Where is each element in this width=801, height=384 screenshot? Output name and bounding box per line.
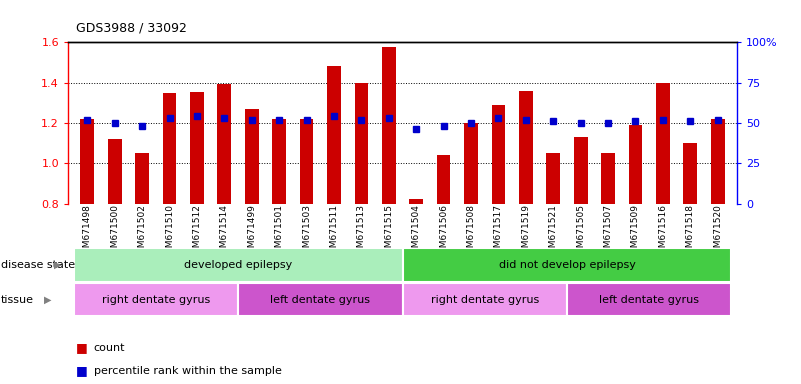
Bar xyxy=(355,83,368,204)
Text: ■: ■ xyxy=(76,341,88,354)
Bar xyxy=(710,119,725,204)
Text: ▶: ▶ xyxy=(54,260,62,270)
Text: did not develop epilepsy: did not develop epilepsy xyxy=(498,260,635,270)
Text: GSM671504: GSM671504 xyxy=(412,204,421,259)
Text: ▶: ▶ xyxy=(44,295,51,305)
Bar xyxy=(574,137,587,204)
Text: GSM671518: GSM671518 xyxy=(686,204,694,260)
Bar xyxy=(272,119,286,204)
Bar xyxy=(74,283,238,316)
Text: GDS3988 / 33092: GDS3988 / 33092 xyxy=(76,22,187,35)
Bar xyxy=(567,283,731,316)
Text: ■: ■ xyxy=(76,364,88,377)
Text: GSM671505: GSM671505 xyxy=(576,204,586,260)
Text: GSM671510: GSM671510 xyxy=(165,204,174,260)
Text: GSM671511: GSM671511 xyxy=(329,204,339,260)
Bar xyxy=(403,283,567,316)
Bar xyxy=(163,93,176,204)
Bar xyxy=(108,139,122,204)
Text: left dentate gyrus: left dentate gyrus xyxy=(270,295,370,305)
Bar xyxy=(135,153,149,204)
Text: right dentate gyrus: right dentate gyrus xyxy=(102,295,210,305)
Bar xyxy=(190,92,203,204)
Text: GSM671515: GSM671515 xyxy=(384,204,393,260)
Bar xyxy=(245,109,259,204)
Text: count: count xyxy=(94,343,125,353)
Text: right dentate gyrus: right dentate gyrus xyxy=(431,295,539,305)
Text: GSM671512: GSM671512 xyxy=(192,204,201,259)
Bar xyxy=(403,248,731,281)
Text: GSM671509: GSM671509 xyxy=(631,204,640,260)
Text: GSM671519: GSM671519 xyxy=(521,204,530,260)
Bar xyxy=(683,143,697,204)
Text: GSM671502: GSM671502 xyxy=(138,204,147,259)
Text: GSM671514: GSM671514 xyxy=(219,204,229,259)
Bar xyxy=(382,47,396,204)
Text: tissue: tissue xyxy=(1,295,34,305)
Text: GSM671499: GSM671499 xyxy=(248,204,256,259)
Text: percentile rank within the sample: percentile rank within the sample xyxy=(94,366,282,376)
Bar xyxy=(437,155,450,204)
Bar xyxy=(656,83,670,204)
Bar xyxy=(327,66,341,204)
Bar xyxy=(74,248,403,281)
Bar xyxy=(300,119,313,204)
Text: GSM671498: GSM671498 xyxy=(83,204,92,259)
Text: GSM671500: GSM671500 xyxy=(111,204,119,260)
Text: GSM671513: GSM671513 xyxy=(357,204,366,260)
Bar xyxy=(546,153,560,204)
Text: GSM671506: GSM671506 xyxy=(439,204,448,260)
Bar xyxy=(238,283,403,316)
Bar xyxy=(218,84,231,204)
Bar xyxy=(519,91,533,204)
Text: GSM671521: GSM671521 xyxy=(549,204,557,259)
Text: GSM671508: GSM671508 xyxy=(466,204,476,260)
Text: left dentate gyrus: left dentate gyrus xyxy=(599,295,699,305)
Bar xyxy=(602,153,615,204)
Text: GSM671501: GSM671501 xyxy=(275,204,284,260)
Bar xyxy=(492,105,505,204)
Text: GSM671517: GSM671517 xyxy=(494,204,503,260)
Text: GSM671503: GSM671503 xyxy=(302,204,311,260)
Bar xyxy=(80,119,95,204)
Text: GSM671507: GSM671507 xyxy=(604,204,613,260)
Bar xyxy=(629,125,642,204)
Text: developed epilepsy: developed epilepsy xyxy=(184,260,292,270)
Bar xyxy=(464,123,478,204)
Text: disease state: disease state xyxy=(1,260,75,270)
Bar xyxy=(409,200,423,204)
Text: GSM671520: GSM671520 xyxy=(713,204,723,259)
Text: GSM671516: GSM671516 xyxy=(658,204,667,260)
